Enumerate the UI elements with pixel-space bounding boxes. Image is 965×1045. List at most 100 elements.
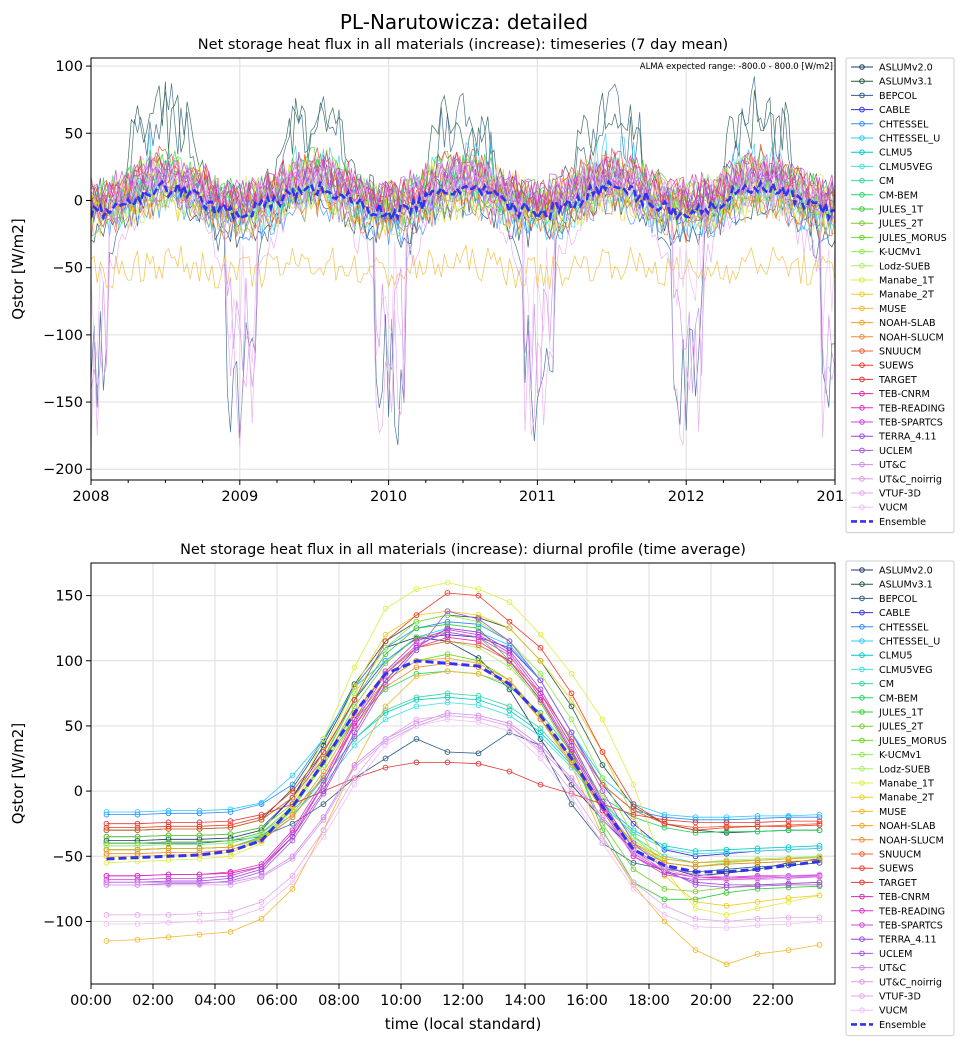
data-point-bepcol [444, 749, 451, 755]
data-point-suews [475, 592, 482, 599]
legend-entry-chtessel-u: CHTESSEL_U [879, 134, 940, 145]
data-point-chtessel-u [816, 811, 823, 818]
data-point-uclem [320, 790, 327, 797]
data-point-suews [413, 612, 420, 618]
data-point-suews [134, 824, 141, 831]
timeseries-line-ensemble [91, 178, 835, 224]
legend-entry-bepcol: BEPCOL [879, 91, 918, 102]
legend-entry-teb-reading: TEB-READING [878, 906, 945, 917]
data-point-lodz-sueb [227, 840, 234, 847]
data-point-vucm [196, 918, 203, 925]
legend-marker-clmu5veg [859, 666, 865, 673]
legend-entry-jules-morus: JULES_MORUS [878, 233, 947, 244]
data-point-vucm [630, 886, 637, 892]
legend-entry-manabe-1t: Manabe_1T [879, 276, 934, 287]
legend-entry-muse: MUSE [879, 807, 906, 818]
legend-entry-manabe-1t: Manabe_1T [879, 779, 934, 790]
data-point-k-ucmv1 [537, 670, 544, 677]
timeseries-line-snuucm [91, 185, 835, 243]
data-point-vucm [289, 879, 296, 886]
legend-box [845, 560, 955, 1037]
legend-marker-uclem [859, 950, 865, 957]
legend-marker-target [859, 879, 865, 886]
data-point-suews [537, 644, 544, 651]
timeseries-line-muse [91, 243, 835, 290]
data-point-vtuf-3d [444, 712, 451, 719]
data-point-manabe-1t [754, 905, 761, 912]
data-point-vucm [258, 905, 265, 912]
diurnal-series-vtuf-3d [103, 712, 823, 925]
data-point-vucm [475, 719, 482, 725]
legend-entry-noah-slucm: NOAH-SLUCM [879, 835, 944, 846]
data-point-vtuf-3d [196, 910, 203, 917]
data-point-clmu5veg [351, 742, 358, 749]
legend-entry-ensemble: Ensemble [879, 1020, 926, 1031]
data-point-clmu5veg [692, 850, 699, 857]
data-point-uclem [816, 882, 823, 888]
timeseries-line-ut-c-noirrig [91, 158, 835, 221]
data-point-target [413, 759, 420, 766]
x-tick-label: 10:00 [380, 993, 422, 1009]
data-point-aslumv3-1 [568, 703, 575, 710]
data-point-noah-slab [816, 854, 823, 861]
data-point-vucm [134, 921, 141, 927]
data-point-cm-bem [661, 824, 668, 831]
data-point-teb-reading [413, 638, 420, 645]
data-point-noah-slab [165, 845, 172, 852]
legend-marker-snuucm [859, 851, 865, 857]
legend-marker-aslumv3-1 [859, 581, 865, 588]
data-point-noah-slucm [723, 861, 730, 867]
data-point-vtuf-3d [754, 915, 761, 922]
data-point-suews [103, 824, 110, 831]
data-point-suews [661, 820, 668, 827]
data-point-target [630, 811, 637, 818]
data-point-manabe-2t [754, 899, 761, 905]
legend-marker-terra-4-11 [859, 936, 865, 943]
data-point-clmu5veg [475, 702, 482, 708]
legend-entry-cm: CM [879, 176, 894, 187]
diurnal-line-target [106, 762, 820, 825]
data-point-target [103, 820, 110, 827]
legend-marker-clmu5veg [859, 163, 865, 170]
data-point-target [165, 819, 172, 826]
legend-entry-bepcol: BEPCOL [879, 594, 918, 605]
data-point-vtuf-3d [537, 749, 544, 755]
data-point-bepcol [475, 750, 482, 757]
data-point-cable [630, 820, 637, 827]
y-tick-label: 100 [55, 654, 83, 670]
data-point-clmu5veg [413, 703, 420, 710]
legend-marker-suews [859, 865, 865, 872]
legend-entry-vtuf-3d: VTUF-3D [879, 992, 921, 1003]
legend-entry-snuucm: SNUUCM [879, 347, 921, 358]
x-tick-label: 08:00 [318, 993, 360, 1009]
legend-marker-noah-slucm [859, 837, 865, 843]
data-point-teb-spartcs [630, 853, 637, 860]
legend-marker-uclem [859, 447, 865, 454]
data-point-jules-2t [599, 820, 606, 827]
data-point-muse [475, 670, 482, 677]
legend-marker-ut-c [859, 461, 865, 468]
legend-marker-manabe-2t [859, 794, 865, 801]
y-axis-label: Qstor [W/m2] [9, 218, 27, 319]
y-tick-label: −50 [52, 849, 83, 865]
data-point-vucm [506, 728, 513, 734]
diurnal-series-ut-c [103, 710, 823, 886]
data-point-lodz-sueb [103, 842, 110, 849]
data-point-bepcol [289, 820, 296, 827]
data-point-cm [506, 703, 513, 710]
legend-entry-k-ucmv1: K-UCMv1 [879, 750, 922, 761]
data-point-terra-4-11 [568, 738, 575, 745]
data-point-noah-slab [661, 856, 668, 862]
data-point-suews [568, 690, 575, 697]
diurnal-line-ut-c [106, 712, 820, 883]
data-point-bepcol [382, 755, 389, 762]
data-point-clmu5veg [661, 845, 668, 852]
legend-entry-vucm: VUCM [879, 1006, 908, 1017]
x-tick-label: 12:00 [442, 993, 484, 1009]
data-point-vucm [351, 781, 358, 788]
data-point-jules-morus [165, 832, 172, 839]
data-point-ut-c-noirrig [723, 876, 730, 883]
data-point-ut-c-noirrig [816, 874, 823, 880]
data-point-teb-reading [103, 872, 110, 879]
data-point-uclem [475, 616, 482, 622]
